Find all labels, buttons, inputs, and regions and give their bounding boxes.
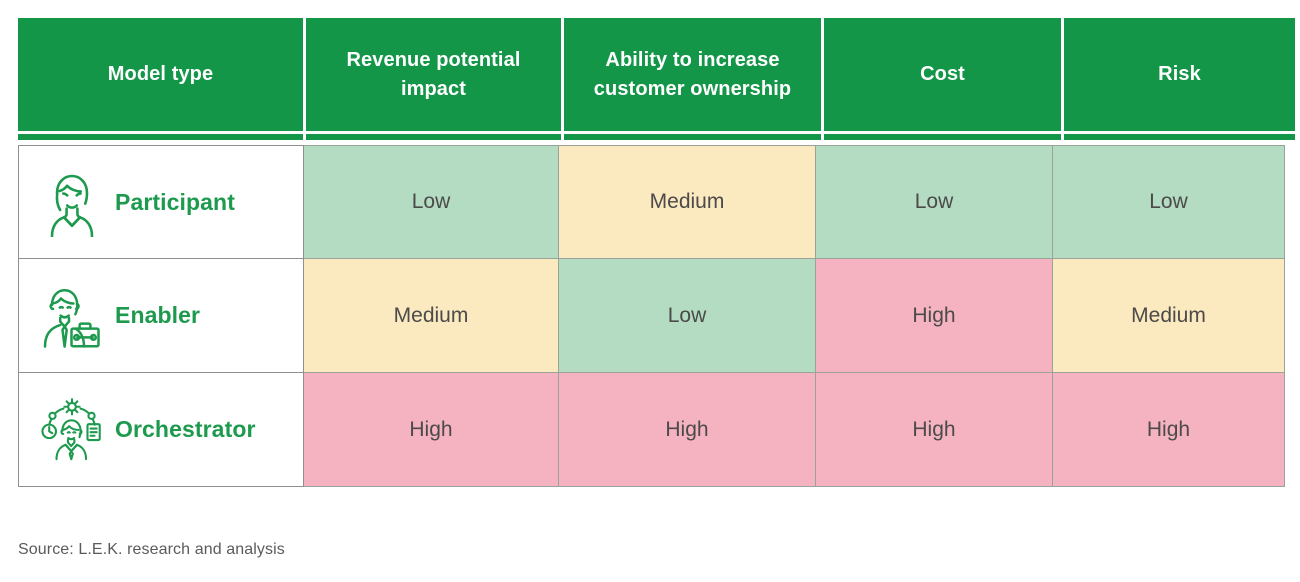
cell-cost: High <box>816 259 1053 373</box>
column-header-model-type: Model type <box>18 18 303 131</box>
cell-risk: Low <box>1053 145 1285 259</box>
source-note: Source: L.E.K. research and analysis <box>18 541 285 558</box>
column-header-revenue: Revenue potential impact <box>306 18 561 131</box>
model-name: Enabler <box>115 302 201 328</box>
header-underline-segment <box>1064 134 1295 140</box>
header-underline-segment <box>564 134 821 140</box>
model-name: Orchestrator <box>115 416 256 442</box>
header-underline-band <box>18 134 1295 140</box>
person-network-gear-icon <box>41 393 103 467</box>
row-label-participant: Participant <box>18 145 304 259</box>
model-comparison-table: Model type Revenue potential impact Abil… <box>18 18 1295 487</box>
header-underline-segment <box>18 134 303 140</box>
column-header-cost: Cost <box>824 18 1061 131</box>
cell-revenue: Medium <box>304 259 559 373</box>
cell-cost: Low <box>816 145 1053 259</box>
cell-ownership: Low <box>559 259 816 373</box>
row-label-orchestrator: Orchestrator <box>18 373 304 487</box>
table-row: Participant Low Medium Low Low <box>18 145 1285 259</box>
table-header-row: Model type Revenue potential impact Abil… <box>18 18 1295 131</box>
businessman-with-briefcase-icon <box>41 279 103 353</box>
header-underline-segment <box>824 134 1061 140</box>
cell-risk: High <box>1053 373 1285 487</box>
person-icon <box>41 165 103 239</box>
table-row: Orchestrator High High High High <box>18 373 1285 487</box>
row-label-enabler: Enabler <box>18 259 304 373</box>
cell-ownership: Medium <box>559 145 816 259</box>
cell-cost: High <box>816 373 1053 487</box>
cell-risk: Medium <box>1053 259 1285 373</box>
column-header-ownership: Ability to increase customer ownership <box>564 18 821 131</box>
table-body: Participant Low Medium Low Low <box>18 145 1285 487</box>
cell-ownership: High <box>559 373 816 487</box>
cell-revenue: High <box>304 373 559 487</box>
column-header-risk: Risk <box>1064 18 1295 131</box>
model-name: Participant <box>115 188 235 215</box>
header-underline-segment <box>306 134 561 140</box>
cell-revenue: Low <box>304 145 559 259</box>
table-row: Enabler Medium Low High Medium <box>18 259 1285 373</box>
